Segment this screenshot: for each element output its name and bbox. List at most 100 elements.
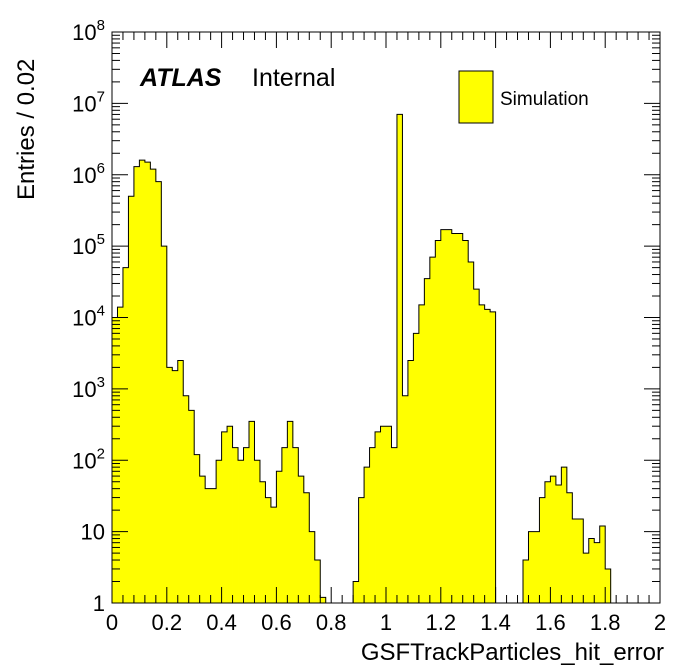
y-tick-label: 108 xyxy=(72,17,105,45)
y-tick-label: 107 xyxy=(72,88,105,116)
histogram-bin xyxy=(117,307,124,603)
x-tick-label: 1.4 xyxy=(480,610,511,635)
y-tick-labels: 1 10 102 103 104 105 106 107 108 xyxy=(72,17,105,616)
x-tick-labels: 0 0.2 0.4 0.6 0.8 1 1.2 1.4 1.6 1.8 2 xyxy=(106,610,666,635)
histogram-bin xyxy=(451,233,458,603)
legend-label: Simulation xyxy=(500,89,589,110)
histogram-bin xyxy=(265,497,272,603)
y-tick-label: 102 xyxy=(72,445,105,473)
histogram-bin xyxy=(133,166,140,603)
y-tick-label: 106 xyxy=(72,160,105,188)
histogram-bin xyxy=(249,421,255,603)
histogram-bin xyxy=(429,257,436,603)
histogram-bin xyxy=(358,497,365,603)
histogram-bin xyxy=(457,233,464,603)
histogram-bin xyxy=(462,240,469,603)
histogram-bin xyxy=(188,410,195,603)
histogram-bin xyxy=(369,447,376,603)
histogram-bin xyxy=(588,538,595,603)
x-tick-label: 0.6 xyxy=(261,610,292,635)
histogram-bin xyxy=(468,261,475,603)
atlas-label: ATLAS xyxy=(139,64,222,92)
histogram-bin xyxy=(396,114,403,604)
histogram-bin xyxy=(150,169,157,603)
histogram-bin xyxy=(539,497,546,603)
histogram-bin xyxy=(577,519,584,603)
histogram-bin xyxy=(484,309,491,603)
x-tick-label: 1.6 xyxy=(535,610,566,635)
histogram-bin xyxy=(418,304,425,603)
histogram-bin xyxy=(413,333,420,603)
histogram-bin xyxy=(232,447,239,603)
histogram-bin xyxy=(533,531,540,604)
histogram-bin xyxy=(276,471,283,603)
histogram-bin xyxy=(490,311,496,603)
histogram-bin xyxy=(139,160,146,603)
histogram-bin xyxy=(561,467,568,603)
histogram-bin xyxy=(353,581,359,603)
histogram-bin xyxy=(172,370,179,603)
y-tick-label: 105 xyxy=(72,231,105,259)
x-tick-label: 0.2 xyxy=(152,610,183,635)
histogram-bin xyxy=(435,240,442,603)
histogram-bin xyxy=(199,476,206,603)
legend: Simulation xyxy=(458,70,589,124)
histogram-bin xyxy=(227,426,233,603)
histogram-bin xyxy=(528,531,535,604)
histogram-bin xyxy=(523,560,529,603)
y-tick-label: 1 xyxy=(93,591,105,616)
x-tick-label: 1.2 xyxy=(426,610,457,635)
histogram-bin xyxy=(128,196,135,604)
histogram-bin xyxy=(243,447,250,603)
histogram-bin xyxy=(391,447,398,603)
x-tick-label: 0 xyxy=(106,610,118,635)
histogram-bin xyxy=(298,476,305,603)
y-tick-label: 103 xyxy=(72,374,105,402)
histogram-bin xyxy=(177,360,184,603)
histogram-bin xyxy=(259,481,266,603)
x-tick-label: 2 xyxy=(654,610,666,635)
histogram-bin xyxy=(424,278,431,603)
histogram-bin xyxy=(407,360,414,603)
histogram-bin xyxy=(380,426,387,603)
histogram-bin xyxy=(364,467,370,603)
histogram-bin xyxy=(446,229,453,603)
histogram-bin xyxy=(270,507,277,603)
histogram-bin xyxy=(440,229,447,603)
histogram-bin xyxy=(314,560,321,603)
x-tick-label: 1 xyxy=(380,610,392,635)
histogram-bin xyxy=(205,488,212,603)
histogram-bin xyxy=(210,488,217,603)
histogram-bars xyxy=(111,113,612,604)
x-tick-label: 0.8 xyxy=(316,610,347,635)
y-axis-label: Entries / 0.02 xyxy=(13,59,40,200)
histogram-bin xyxy=(144,162,151,603)
histogram-bin xyxy=(194,454,201,603)
axis-ticks xyxy=(111,31,661,604)
histogram-bin xyxy=(292,447,299,603)
histogram-bin xyxy=(550,476,557,603)
histogram-bin xyxy=(572,519,579,603)
histogram-bin xyxy=(599,525,606,603)
internal-label: Internal xyxy=(252,64,335,92)
histogram-bin xyxy=(238,460,244,603)
histogram-bin xyxy=(303,492,310,603)
x-tick-label: 0.4 xyxy=(206,610,237,635)
histogram-bin xyxy=(309,531,316,604)
histogram-bin xyxy=(287,421,294,603)
histogram-bin xyxy=(479,304,486,603)
histogram-bin xyxy=(402,395,409,603)
histogram-bin xyxy=(216,460,222,603)
histogram-bin xyxy=(166,367,173,603)
histogram-bin xyxy=(473,289,480,603)
histogram-bin xyxy=(375,431,381,603)
histogram-bin xyxy=(594,542,601,603)
histogram-bin xyxy=(161,246,168,604)
histogram-bin xyxy=(544,481,551,603)
histogram-bin xyxy=(281,447,288,603)
histogram-bin xyxy=(386,426,392,603)
histogram-bin xyxy=(221,431,228,603)
histogram-bin xyxy=(320,597,327,603)
histogram-outline xyxy=(111,113,612,604)
histogram-bin xyxy=(254,460,261,603)
